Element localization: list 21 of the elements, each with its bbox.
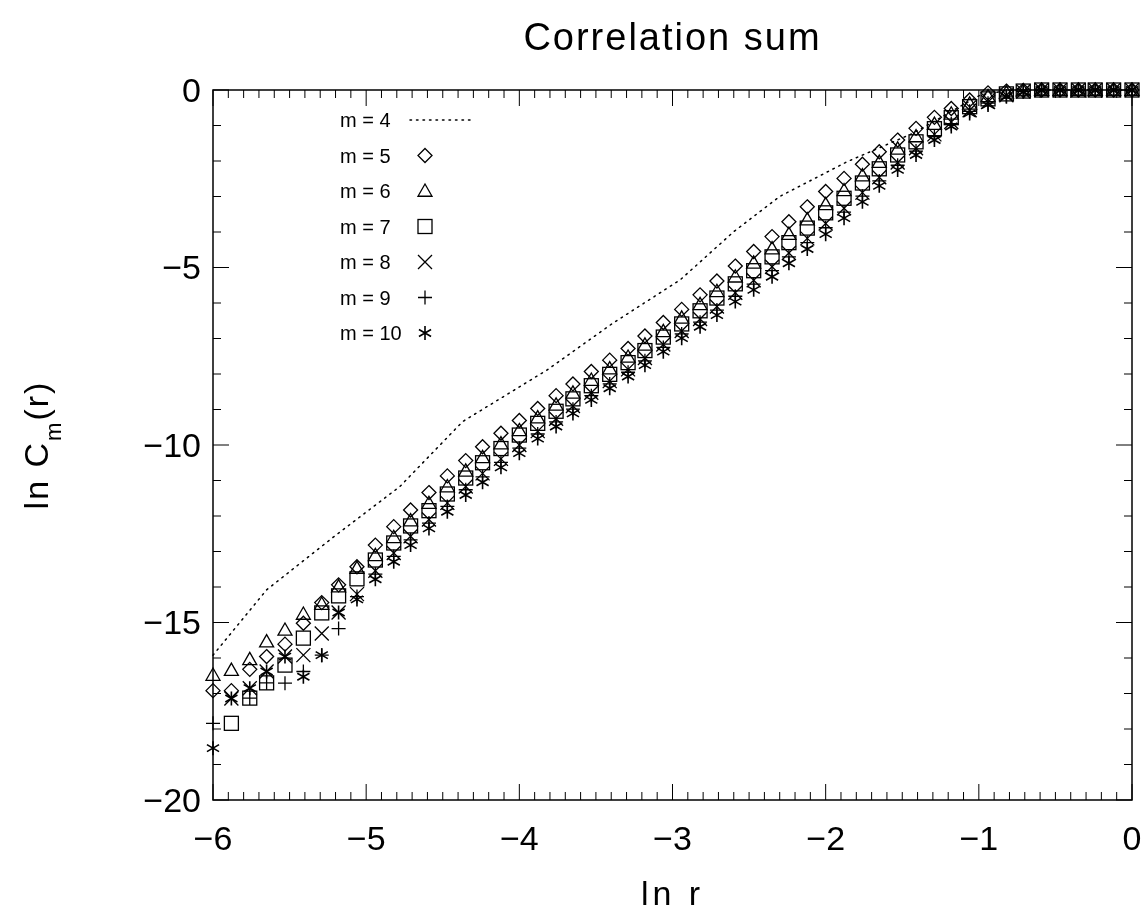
y-tick-label: −5 xyxy=(162,248,201,287)
x-axis-title: ln r xyxy=(640,874,705,912)
x-tick-label: −3 xyxy=(653,819,692,857)
legend-label: m = 6 xyxy=(340,180,391,202)
legend-label: m = 7 xyxy=(340,215,391,238)
legend-label: m = 8 xyxy=(340,251,391,273)
x-tick-label: −6 xyxy=(193,819,233,857)
y-tick-label: 0 xyxy=(182,70,201,109)
x-tick-label: 0 xyxy=(1122,819,1142,857)
x-tick-label: −4 xyxy=(499,819,539,857)
y-tick-label: −15 xyxy=(143,603,201,642)
legend-label: m = 4 xyxy=(340,109,391,131)
legend-label: m = 10 xyxy=(340,322,402,344)
y-tick-label: −10 xyxy=(143,425,201,464)
x-tick-label: −5 xyxy=(346,819,386,857)
x-tick-label: −1 xyxy=(959,819,999,857)
y-tick-label: −20 xyxy=(143,780,201,819)
x-tick-label: −2 xyxy=(806,819,846,857)
legend-label: m = 5 xyxy=(340,144,391,167)
legend-label: m = 9 xyxy=(340,286,391,309)
chart-title: Correlation sum xyxy=(523,16,822,58)
